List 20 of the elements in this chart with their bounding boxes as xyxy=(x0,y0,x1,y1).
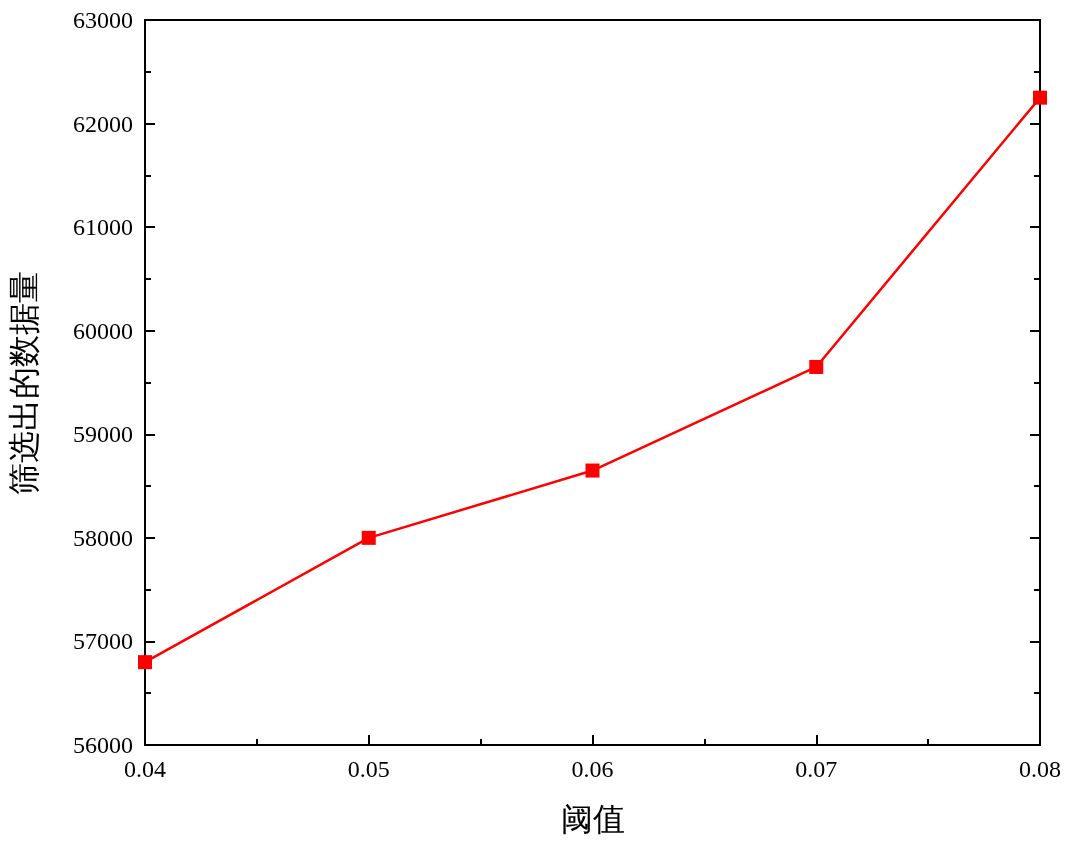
x-tick-label: 0.05 xyxy=(347,756,390,782)
point xyxy=(585,463,600,478)
x-axis-title: 阈值 xyxy=(560,801,625,837)
y-tick-label: 59000 xyxy=(73,421,133,448)
point xyxy=(361,530,376,545)
x-tick-label: 0.06 xyxy=(571,756,614,782)
y-tick-label: 60000 xyxy=(73,317,133,344)
y-tick-label: 62000 xyxy=(73,110,133,137)
point xyxy=(138,655,152,670)
point xyxy=(1033,90,1047,105)
y-tick-label: 61000 xyxy=(73,214,133,241)
y-tick-label: 57000 xyxy=(73,628,133,655)
y-tick-label: 56000 xyxy=(73,732,133,758)
y-tick-label: 63000 xyxy=(73,7,133,33)
point xyxy=(809,359,824,374)
x-tick-label: 0.04 xyxy=(124,756,166,782)
x-tick-label: 0.07 xyxy=(795,756,838,782)
x-tick-label: 0.08 xyxy=(1019,756,1061,782)
y-tick-label: 58000 xyxy=(73,524,133,551)
y-axis-title: 筛选出的数据量 xyxy=(6,270,42,495)
